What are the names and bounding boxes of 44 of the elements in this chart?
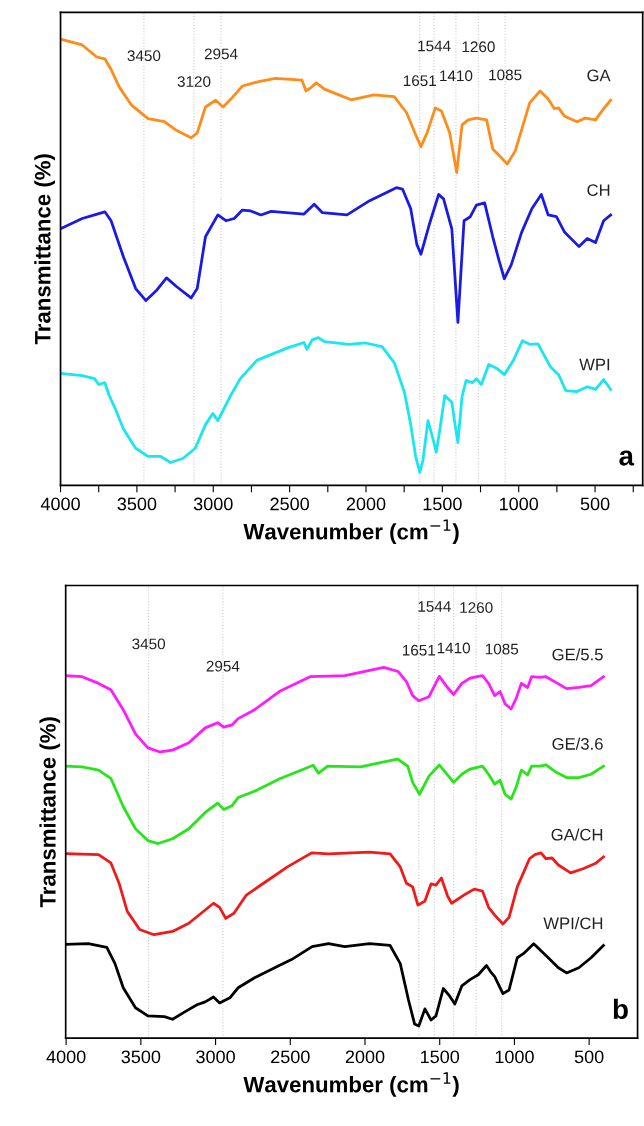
x-tick-label: 2500: [271, 1050, 310, 1064]
x-tick-label: 1500: [421, 1050, 460, 1064]
x-tick-label: 1000: [495, 1050, 534, 1064]
x-tick-label: 2000: [345, 1050, 385, 1064]
annotation: 1260: [462, 41, 495, 53]
series-label: WPI/CH: [543, 916, 603, 930]
x-tick-label: 4000: [46, 1050, 86, 1064]
annotation: 1085: [485, 643, 519, 655]
annotation: 2954: [204, 48, 238, 60]
annotation: 1410: [437, 642, 471, 654]
annotation: a: [619, 450, 635, 466]
x-tick-label: 1500: [423, 497, 462, 511]
series-label: GA/CH: [551, 828, 603, 841]
annotation: 1544: [418, 601, 451, 612]
series-label: CH: [587, 184, 610, 197]
annotation: 1260: [460, 602, 493, 613]
x-tick-label: 3000: [196, 1050, 235, 1064]
annotation: 1410: [440, 70, 473, 82]
x-tick-label: 3000: [193, 497, 233, 511]
y-axis-title: Transmittance (%): [34, 154, 55, 345]
y-axis-title: Transmittance (%): [39, 717, 61, 908]
x-tick-label: 500: [580, 497, 610, 511]
series-label: WPI: [579, 358, 610, 371]
annotation: 1085: [489, 69, 522, 81]
annotation: 3120: [177, 76, 211, 87]
annotation: 1651: [402, 644, 436, 656]
x-tick-label: 1000: [500, 497, 539, 511]
annotation: 2954: [206, 660, 240, 672]
series-label: GA: [587, 69, 611, 82]
x-tick-label: 4000: [40, 497, 80, 511]
x-axis-title: Wavenumber (cm$^{−1}$): [243, 1072, 459, 1097]
series-label: GE/3.6: [552, 737, 603, 750]
annotation: 3450: [132, 638, 166, 650]
x-tick-label: 3500: [121, 1050, 161, 1064]
annotation: 3450: [127, 50, 161, 62]
x-tick-label: 2000: [346, 497, 386, 511]
x-tick-label: 3500: [117, 497, 157, 511]
annotation: 1544: [418, 40, 451, 52]
x-axis-title: Wavenumber (cm$^{−1}$): [243, 519, 459, 544]
x-tick-label: 500: [574, 1050, 604, 1064]
series-label: GE/5.5: [552, 648, 603, 661]
x-tick-label: 2500: [270, 497, 309, 511]
annotation: 1651: [403, 75, 436, 87]
annotation: b: [613, 998, 628, 1020]
